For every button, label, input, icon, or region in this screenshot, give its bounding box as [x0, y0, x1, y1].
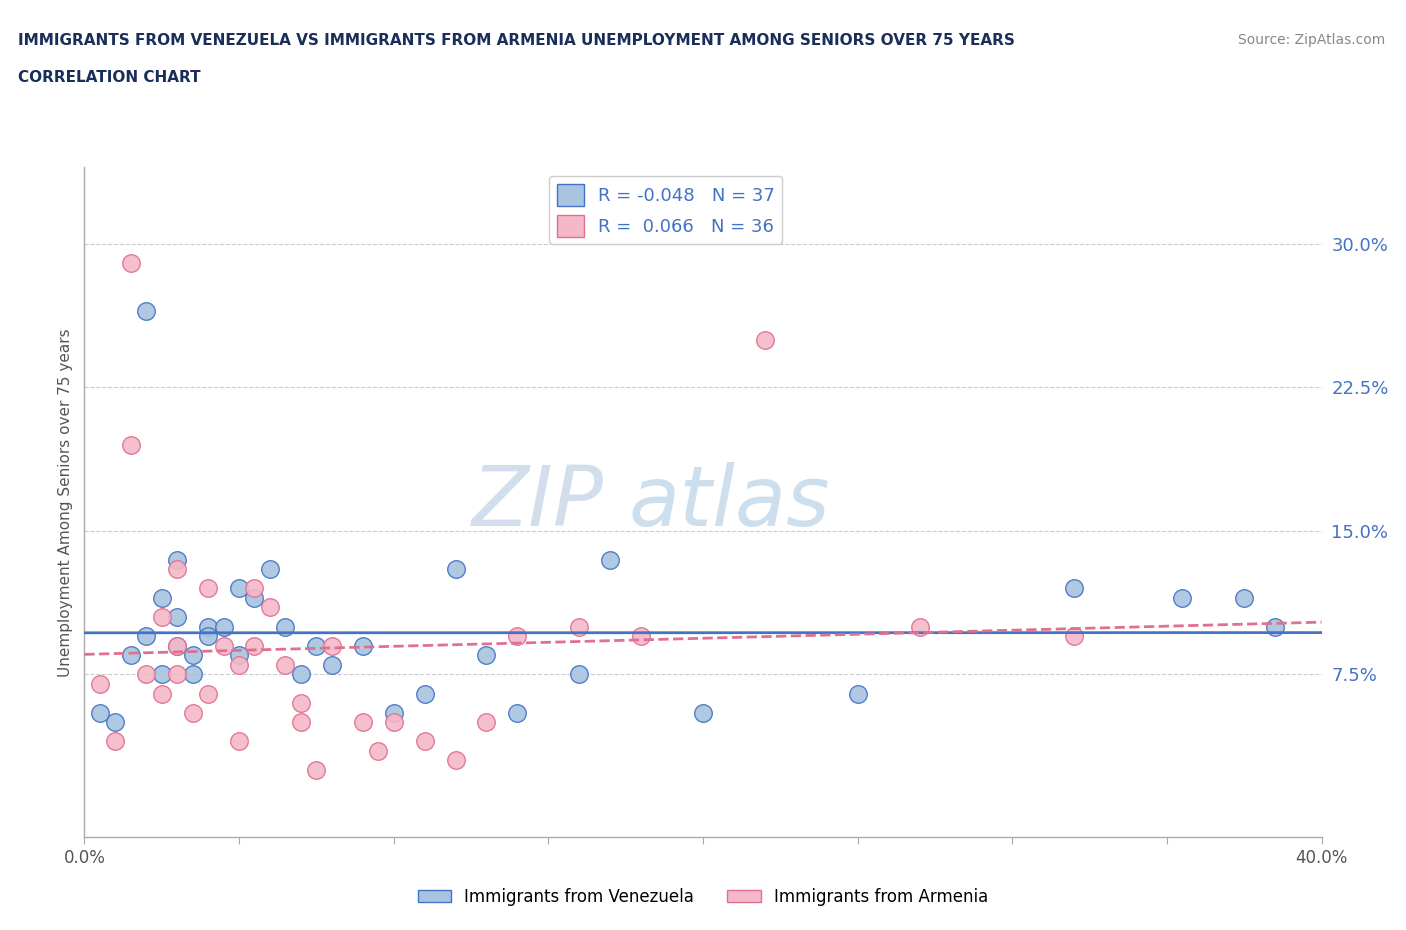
- Point: [367, 743, 389, 758]
- Point: [382, 705, 405, 720]
- Point: [197, 581, 219, 596]
- Point: [1233, 591, 1256, 605]
- Point: [89, 676, 111, 691]
- Point: [444, 753, 467, 768]
- Point: [228, 734, 250, 749]
- Point: [243, 638, 266, 653]
- Point: [413, 734, 436, 749]
- Point: [568, 619, 591, 634]
- Point: [305, 763, 328, 777]
- Point: [181, 705, 204, 720]
- Point: [197, 629, 219, 644]
- Point: [568, 667, 591, 682]
- Point: [1063, 629, 1085, 644]
- Point: [754, 332, 776, 347]
- Point: [166, 609, 188, 624]
- Point: [274, 658, 297, 672]
- Point: [135, 303, 157, 318]
- Point: [228, 581, 250, 596]
- Point: [166, 562, 188, 577]
- Point: [506, 629, 529, 644]
- Point: [908, 619, 931, 634]
- Point: [599, 552, 621, 567]
- Point: [150, 667, 173, 682]
- Point: [846, 686, 869, 701]
- Legend: Immigrants from Venezuela, Immigrants from Armenia: Immigrants from Venezuela, Immigrants fr…: [411, 881, 995, 912]
- Point: [181, 648, 204, 663]
- Point: [1063, 581, 1085, 596]
- Point: [150, 591, 173, 605]
- Point: [228, 658, 250, 672]
- Point: [475, 715, 498, 730]
- Point: [259, 562, 281, 577]
- Point: [135, 629, 157, 644]
- Point: [166, 667, 188, 682]
- Point: [197, 686, 219, 701]
- Point: [166, 552, 188, 567]
- Point: [104, 734, 127, 749]
- Point: [135, 667, 157, 682]
- Point: [259, 600, 281, 615]
- Legend: R = -0.048   N = 37, R =  0.066   N = 36: R = -0.048 N = 37, R = 0.066 N = 36: [550, 177, 782, 244]
- Point: [305, 638, 328, 653]
- Point: [352, 638, 374, 653]
- Point: [692, 705, 714, 720]
- Point: [150, 686, 173, 701]
- Point: [321, 658, 343, 672]
- Point: [290, 696, 312, 711]
- Point: [120, 256, 142, 271]
- Text: CORRELATION CHART: CORRELATION CHART: [18, 70, 201, 85]
- Point: [1264, 619, 1286, 634]
- Point: [243, 581, 266, 596]
- Point: [104, 715, 127, 730]
- Point: [166, 638, 188, 653]
- Point: [413, 686, 436, 701]
- Text: ZIP: ZIP: [472, 461, 605, 543]
- Point: [382, 715, 405, 730]
- Point: [444, 562, 467, 577]
- Point: [120, 648, 142, 663]
- Point: [290, 667, 312, 682]
- Text: Source: ZipAtlas.com: Source: ZipAtlas.com: [1237, 33, 1385, 46]
- Point: [228, 648, 250, 663]
- Text: atlas: atlas: [628, 461, 831, 543]
- Point: [243, 591, 266, 605]
- Point: [475, 648, 498, 663]
- Point: [212, 638, 235, 653]
- Point: [120, 437, 142, 452]
- Point: [321, 638, 343, 653]
- Point: [290, 715, 312, 730]
- Point: [630, 629, 652, 644]
- Point: [274, 619, 297, 634]
- Point: [352, 715, 374, 730]
- Y-axis label: Unemployment Among Seniors over 75 years: Unemployment Among Seniors over 75 years: [58, 328, 73, 676]
- Text: IMMIGRANTS FROM VENEZUELA VS IMMIGRANTS FROM ARMENIA UNEMPLOYMENT AMONG SENIORS : IMMIGRANTS FROM VENEZUELA VS IMMIGRANTS …: [18, 33, 1015, 47]
- Point: [506, 705, 529, 720]
- Point: [181, 667, 204, 682]
- Point: [212, 619, 235, 634]
- Point: [1171, 591, 1194, 605]
- Point: [166, 638, 188, 653]
- Point: [89, 705, 111, 720]
- Point: [197, 619, 219, 634]
- Point: [150, 609, 173, 624]
